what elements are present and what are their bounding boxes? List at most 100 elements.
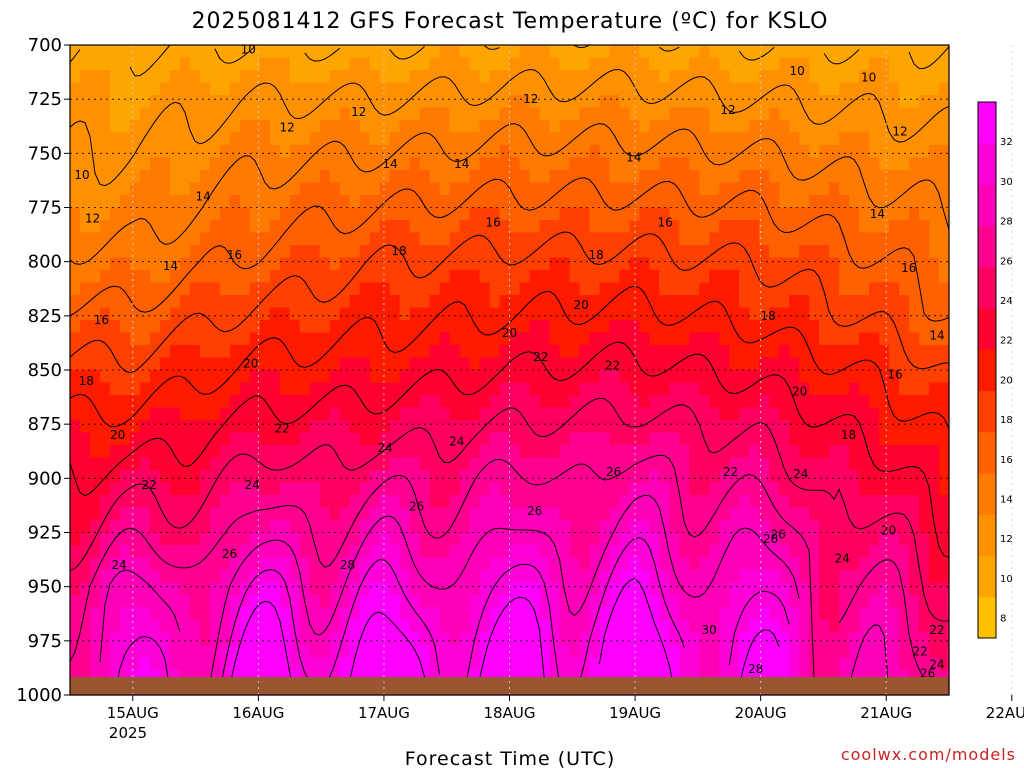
heatmap-cell — [109, 307, 121, 321]
heatmap-cell — [449, 345, 461, 359]
heatmap-cell — [689, 507, 700, 521]
heatmap-cell — [819, 595, 830, 609]
heatmap-cell — [509, 607, 521, 621]
heatmap-cell — [549, 270, 561, 284]
heatmap-cell — [249, 382, 261, 396]
heatmap-cell — [929, 445, 940, 459]
heatmap-cell — [449, 157, 461, 171]
heatmap-cell — [459, 257, 471, 271]
heatmap-cell — [879, 332, 890, 346]
heatmap-cell — [119, 370, 131, 384]
heatmap-cell — [89, 132, 101, 146]
contour-label: 14 — [163, 259, 178, 273]
heatmap-cell — [769, 657, 780, 671]
heatmap-cell — [579, 270, 591, 284]
heatmap-cell — [619, 120, 630, 134]
heatmap-cell — [829, 207, 840, 221]
heatmap-cell — [499, 232, 511, 246]
heatmap-cell — [679, 357, 690, 371]
heatmap-cell — [269, 132, 281, 146]
heatmap-cell — [339, 270, 351, 284]
heatmap-cell — [159, 557, 171, 571]
heatmap-cell — [899, 307, 910, 321]
heatmap-cell — [229, 432, 241, 446]
heatmap-cell — [259, 657, 271, 671]
heatmap-cell — [929, 157, 940, 171]
heatmap-cell — [439, 370, 451, 384]
heatmap-cell — [70, 132, 81, 146]
heatmap-cell — [339, 370, 351, 384]
heatmap-cell — [529, 295, 541, 309]
heatmap-cell — [709, 257, 720, 271]
heatmap-cell — [889, 545, 900, 559]
heatmap-cell — [469, 595, 481, 609]
heatmap-cell — [589, 470, 600, 484]
heatmap-cell — [849, 170, 860, 184]
heatmap-cell — [239, 545, 251, 559]
heatmap-cell — [689, 295, 700, 309]
heatmap-cell — [279, 520, 291, 534]
heatmap-cell — [379, 220, 391, 234]
heatmap-cell — [509, 657, 521, 671]
heatmap-cell — [189, 620, 201, 634]
heatmap-cell — [149, 107, 161, 121]
heatmap-cell — [459, 470, 471, 484]
heatmap-cell — [629, 320, 640, 334]
heatmap-cell — [659, 495, 670, 509]
heatmap-cell — [379, 120, 391, 134]
heatmap-cell — [449, 532, 461, 546]
heatmap-cell — [479, 345, 491, 359]
heatmap-cell — [439, 620, 451, 634]
heatmap-cell — [319, 495, 331, 509]
heatmap-cell — [919, 370, 930, 384]
heatmap-cell — [549, 345, 561, 359]
heatmap-cell — [299, 370, 311, 384]
heatmap-cell — [129, 95, 141, 109]
heatmap-cell — [389, 132, 401, 146]
heatmap-cell — [499, 432, 511, 446]
heatmap-cell — [529, 82, 541, 96]
heatmap-cell — [639, 520, 650, 534]
heatmap-cell — [119, 657, 131, 671]
heatmap-cell — [699, 120, 710, 134]
heatmap-cell — [909, 220, 920, 234]
heatmap-cell — [219, 632, 231, 646]
heatmap-cell — [169, 295, 181, 309]
heatmap-cell — [839, 195, 850, 209]
heatmap-cell — [179, 445, 191, 459]
heatmap-cell — [79, 457, 91, 471]
heatmap-cell — [829, 445, 840, 459]
heatmap-cell — [149, 70, 161, 84]
heatmap-cell — [779, 582, 790, 596]
heatmap-cell — [169, 570, 181, 584]
heatmap-cell — [659, 182, 670, 196]
heatmap-cell — [779, 595, 790, 609]
heatmap-cell — [539, 232, 551, 246]
heatmap-cell — [779, 370, 790, 384]
heatmap-cell — [299, 82, 311, 96]
heatmap-cell — [699, 332, 710, 346]
heatmap-cell — [479, 132, 491, 146]
heatmap-cell — [319, 595, 331, 609]
heatmap-cell — [299, 457, 311, 471]
heatmap-cell — [309, 582, 321, 596]
heatmap-cell — [829, 582, 840, 596]
heatmap-cell — [889, 570, 900, 584]
heatmap-cell — [699, 232, 710, 246]
heatmap-cell — [209, 195, 221, 209]
heatmap-cell — [909, 482, 920, 496]
heatmap-cell — [409, 320, 421, 334]
heatmap-cell — [129, 395, 141, 409]
heatmap-cell — [519, 432, 531, 446]
heatmap-cell — [789, 470, 800, 484]
heatmap-cell — [359, 432, 371, 446]
heatmap-cell — [669, 207, 680, 221]
heatmap-cell — [149, 270, 161, 284]
heatmap-cell — [319, 632, 331, 646]
heatmap-cell — [689, 645, 700, 659]
heatmap-cell — [259, 407, 271, 421]
heatmap-cell — [759, 107, 770, 121]
heatmap-cell — [279, 157, 291, 171]
heatmap-cell — [619, 182, 630, 196]
heatmap-cell — [589, 520, 600, 534]
